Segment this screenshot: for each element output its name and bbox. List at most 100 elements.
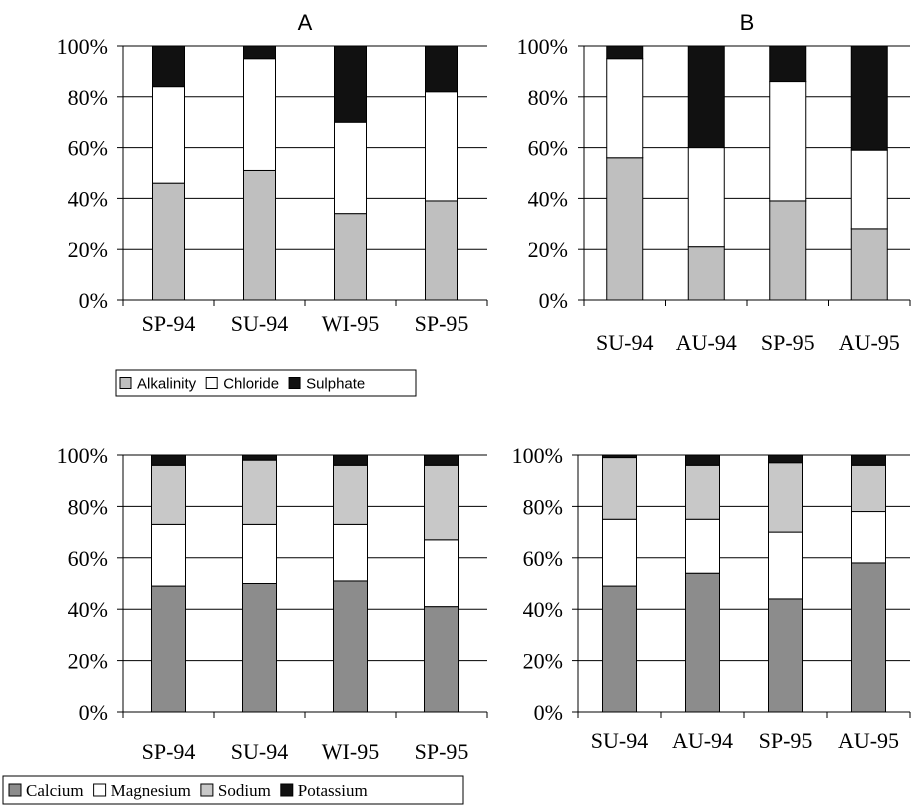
bar-segment-sulphate bbox=[152, 45, 185, 88]
bar-segment-calcium bbox=[242, 583, 277, 713]
legend-1: Calcium Magnesium Sodium Potassium bbox=[2, 775, 464, 805]
y-tick-label: 20% bbox=[68, 649, 108, 674]
y-tick-label: 40% bbox=[68, 597, 108, 622]
legend-label-sulphate: Sulphate bbox=[306, 375, 365, 392]
bar-segment-potassium bbox=[685, 454, 720, 466]
bar-segment-potassium bbox=[602, 454, 637, 459]
legend-label-magnesium: Magnesium bbox=[111, 781, 191, 800]
bar-segment-sulphate bbox=[425, 45, 458, 93]
legend-box bbox=[2, 775, 464, 805]
bar-segment-sodium bbox=[768, 462, 803, 533]
panel-title: A bbox=[298, 10, 313, 35]
x-category-label: SU-94 bbox=[596, 330, 653, 355]
y-tick-label: 60% bbox=[528, 136, 568, 161]
x-category-label: WI-95 bbox=[322, 739, 379, 764]
x-category-label: WI-95 bbox=[322, 311, 379, 336]
y-tick-label: 60% bbox=[68, 546, 108, 571]
chart-panel-3: 0% 20% 40% 60% 80% 100% SU-94 AU-94 SP-95 AU-95 bbox=[512, 443, 911, 753]
y-tick-label: 20% bbox=[523, 649, 563, 674]
legend-swatch-sodium bbox=[200, 783, 214, 797]
legend-label-calcium: Calcium bbox=[26, 781, 84, 800]
bar-segment-sulphate bbox=[334, 45, 367, 123]
legend-label-potassium: Potassium bbox=[298, 781, 368, 800]
bar-segment-sulphate bbox=[850, 45, 888, 151]
bar-segment-alkalinity bbox=[769, 200, 807, 301]
bar-segment-chloride bbox=[334, 121, 367, 215]
bar-segment-alkalinity bbox=[850, 228, 888, 301]
x-category-label: AU-94 bbox=[672, 728, 733, 753]
bar-segment-calcium bbox=[768, 598, 803, 713]
x-category-label: SU-94 bbox=[591, 728, 648, 753]
y-tick-label: 0% bbox=[534, 700, 563, 725]
bar-segment-magnesium bbox=[685, 518, 720, 574]
bar-segment-alkalinity bbox=[243, 169, 276, 301]
bar-segment-magnesium bbox=[851, 511, 886, 564]
bar-segment-magnesium bbox=[242, 523, 277, 585]
y-tick-label: 100% bbox=[517, 34, 568, 59]
bar-segment-calcium bbox=[151, 585, 186, 713]
y-tick-label: 0% bbox=[539, 288, 568, 313]
x-category-label: SP-95 bbox=[759, 728, 813, 753]
chart-panel-0: 0% 20% 40% 60% 80% 100% SP-94 SU-94 WI-95 SP-95 A bbox=[57, 10, 488, 336]
x-category-label: AU-94 bbox=[676, 330, 737, 355]
legend-swatch-potassium bbox=[280, 783, 294, 797]
bar-segment-potassium bbox=[768, 454, 803, 464]
bar-segment-calcium bbox=[424, 606, 459, 713]
y-tick-label: 40% bbox=[528, 186, 568, 211]
y-tick-label: 0% bbox=[79, 288, 108, 313]
bar-segment-sulphate bbox=[243, 45, 276, 60]
bar-segment-sodium bbox=[333, 464, 368, 525]
y-tick-label: 80% bbox=[68, 85, 108, 110]
bar-segment-sodium bbox=[151, 464, 186, 525]
y-tick-label: 20% bbox=[528, 237, 568, 262]
bar-segment-chloride bbox=[606, 58, 644, 159]
y-tick-label: 60% bbox=[68, 136, 108, 161]
bar-segment-magnesium bbox=[602, 518, 637, 587]
bar-segment-chloride bbox=[850, 149, 888, 230]
legend-label-sodium: Sodium bbox=[218, 781, 271, 800]
x-category-label: SP-94 bbox=[142, 739, 196, 764]
bar-segment-chloride bbox=[152, 86, 185, 184]
chart-panel-1: 0% 20% 40% 60% 80% 100% SU-94 AU-94 SP-95 AU-95 B bbox=[517, 10, 911, 355]
bar-segment-alkalinity bbox=[425, 200, 458, 301]
y-tick-label: 60% bbox=[523, 546, 563, 571]
legend-swatch-alkalinity bbox=[119, 377, 132, 389]
bar-segment-potassium bbox=[151, 454, 186, 466]
x-category-label: SU-94 bbox=[231, 311, 288, 336]
bar-segment-calcium bbox=[851, 562, 886, 713]
bar-segment-potassium bbox=[242, 454, 277, 461]
bar-segment-potassium bbox=[333, 454, 368, 466]
legend-swatch-magnesium bbox=[93, 783, 107, 797]
legend-swatch-chloride bbox=[205, 377, 218, 389]
bar-segment-magnesium bbox=[768, 531, 803, 600]
bar-segment-magnesium bbox=[151, 523, 186, 587]
y-tick-label: 100% bbox=[57, 34, 108, 59]
bar-segment-sodium bbox=[424, 464, 459, 541]
y-tick-label: 20% bbox=[68, 237, 108, 262]
bar-segment-sodium bbox=[602, 457, 637, 520]
y-tick-label: 0% bbox=[79, 700, 108, 725]
legend-swatch-sulphate bbox=[288, 377, 301, 389]
chart-panel-2: 0% 20% 40% 60% 80% 100% SP-94 SU-94 WI-95 SP-95 bbox=[57, 443, 488, 764]
x-category-label: SP-95 bbox=[415, 311, 469, 336]
y-tick-label: 100% bbox=[57, 443, 108, 468]
y-tick-label: 80% bbox=[68, 494, 108, 519]
legend-label-alkalinity: Alkalinity bbox=[137, 375, 197, 392]
bar-segment-magnesium bbox=[424, 539, 459, 608]
bar-segment-sodium bbox=[851, 464, 886, 513]
x-category-label: SP-94 bbox=[142, 311, 196, 336]
bar-segment-alkalinity bbox=[334, 213, 367, 301]
y-tick-label: 80% bbox=[528, 85, 568, 110]
legend-swatch-calcium bbox=[8, 783, 22, 797]
bar-segment-chloride bbox=[687, 147, 725, 248]
bar-segment-calcium bbox=[685, 572, 720, 713]
bar-segment-alkalinity bbox=[687, 246, 725, 301]
x-category-label: AU-95 bbox=[838, 728, 899, 753]
bar-segment-magnesium bbox=[333, 523, 368, 582]
legend-box bbox=[115, 369, 417, 397]
x-category-label: AU-95 bbox=[839, 330, 900, 355]
bar-segment-chloride bbox=[425, 91, 458, 202]
x-category-label: SU-94 bbox=[231, 739, 288, 764]
y-tick-label: 100% bbox=[512, 443, 563, 468]
bar-segment-chloride bbox=[243, 58, 276, 171]
